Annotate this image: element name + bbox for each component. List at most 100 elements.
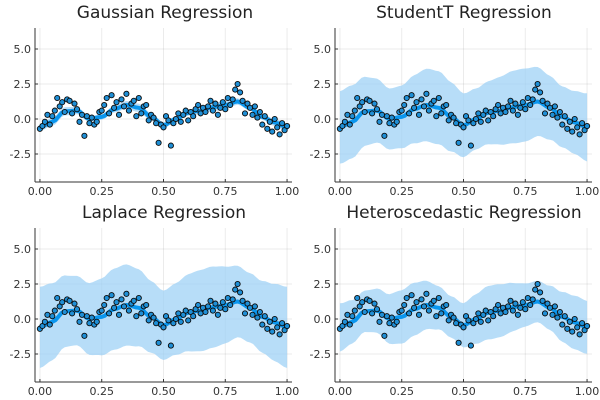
- data-point-heteroscedastic-52: [465, 317, 472, 324]
- data-point-heteroscedastic-78: [529, 296, 536, 303]
- y-tick-label-studentt-0: 5.0: [314, 43, 332, 56]
- data-point-laplace-46: [150, 314, 157, 321]
- data-point-heteroscedastic-87: [551, 303, 558, 310]
- data-point-studentt-77: [527, 101, 534, 109]
- data-point-heteroscedastic-95: [571, 315, 578, 323]
- data-point-heteroscedastic-9: [359, 299, 366, 306]
- data-point-studentt-35: [423, 90, 430, 97]
- data-point-studentt-18: [381, 132, 388, 139]
- data-point-heteroscedastic-80: [534, 280, 541, 288]
- y-tick-label-laplace-2: 0.0: [14, 313, 32, 326]
- data-point-heteroscedastic-53: [467, 342, 474, 349]
- data-point-gaussian-86: [249, 111, 256, 118]
- data-point-studentt-50: [460, 124, 467, 131]
- data-point-studentt-91: [561, 113, 568, 120]
- data-point-laplace-75: [222, 306, 229, 313]
- data-point-laplace-83: [241, 310, 249, 317]
- data-point-studentt-62: [490, 113, 497, 120]
- data-point-laplace-76: [224, 294, 231, 302]
- data-point-heteroscedastic-71: [512, 300, 519, 307]
- data-point-heteroscedastic-89: [556, 308, 563, 316]
- subplot-heteroscedastic: Heteroscedastic Regression 0.00 0.25 0.50 0…: [310, 203, 600, 398]
- data-point-gaussian-44: [145, 117, 152, 124]
- data-point-heteroscedastic-88: [554, 314, 561, 321]
- data-point-laplace-64: [195, 301, 202, 309]
- data-point-laplace-5: [49, 313, 56, 320]
- data-point-laplace-57: [177, 318, 184, 325]
- data-point-studentt-92: [564, 125, 571, 132]
- x-tick-label-heteroscedastic-0: 0.00: [328, 385, 353, 398]
- data-point-laplace-4: [46, 321, 53, 328]
- data-point-gaussian-25: [98, 107, 105, 114]
- data-point-studentt-88: [554, 114, 561, 121]
- data-point-heteroscedastic-17: [378, 311, 386, 318]
- data-point-studentt-21: [388, 114, 395, 121]
- x-tick-label-gaussian-0: 0.00: [28, 185, 53, 198]
- data-point-studentt-93: [566, 118, 573, 125]
- data-point-studentt-36: [425, 107, 432, 114]
- data-point-heteroscedastic-43: [443, 301, 450, 309]
- data-point-heteroscedastic-74: [519, 299, 526, 306]
- data-point-heteroscedastic-3: [344, 311, 351, 318]
- data-point-laplace-55: [172, 315, 179, 323]
- data-point-gaussian-29: [108, 92, 115, 99]
- data-point-heteroscedastic-38: [430, 297, 437, 304]
- title-studentt: StudentT Regression: [376, 3, 552, 23]
- data-point-gaussian-79: [232, 86, 239, 93]
- data-point-studentt-79: [532, 86, 539, 93]
- data-point-heteroscedastic-25: [398, 307, 405, 314]
- data-point-heteroscedastic-12: [366, 297, 373, 304]
- subplot-laplace: Laplace Regression 0.00 0.25 0.50 0.75 1.00 5…: [10, 203, 300, 398]
- data-point-heteroscedastic-6: [351, 307, 358, 314]
- data-point-laplace-26: [101, 301, 108, 309]
- data-point-heteroscedastic-82: [539, 297, 546, 304]
- data-point-laplace-79: [232, 286, 239, 293]
- data-point-gaussian-9: [59, 99, 66, 106]
- data-point-studentt-87: [551, 103, 558, 110]
- data-point-studentt-59: [482, 107, 489, 114]
- data-point-gaussian-60: [185, 117, 192, 124]
- data-point-laplace-70: [209, 307, 216, 314]
- data-point-gaussian-10: [61, 108, 68, 116]
- data-point-laplace-36: [125, 307, 132, 314]
- data-point-laplace-48: [155, 339, 162, 346]
- x-tick-label-gaussian-3: 0.75: [213, 185, 238, 198]
- data-point-gaussian-47: [153, 120, 160, 127]
- x-tick-label-heteroscedastic-2: 0.50: [451, 385, 476, 398]
- y-tick-label-laplace-0: 5.0: [14, 243, 32, 256]
- data-point-gaussian-96: [274, 124, 281, 131]
- data-point-gaussian-53: [167, 142, 174, 149]
- data-point-gaussian-38: [130, 97, 137, 104]
- data-point-gaussian-3: [44, 111, 51, 118]
- data-point-laplace-35: [123, 290, 130, 297]
- data-point-laplace-34: [120, 303, 128, 310]
- data-point-heteroscedastic-79: [532, 286, 539, 293]
- subplot-gaussian: Gaussian Regression 0.00 0.25 0.50 0.75 1.00…: [10, 3, 300, 198]
- y-tick-label-studentt-3: -2.5: [310, 148, 331, 161]
- data-point-heteroscedastic-64: [495, 301, 502, 309]
- data-point-laplace-96: [274, 324, 281, 331]
- data-point-studentt-78: [529, 96, 536, 103]
- data-point-gaussian-94: [269, 128, 276, 135]
- data-point-heteroscedastic-73: [517, 304, 524, 311]
- data-point-gaussian-20: [86, 120, 93, 127]
- data-point-laplace-44: [145, 317, 152, 324]
- data-point-heteroscedastic-76: [524, 294, 531, 302]
- data-point-studentt-25: [398, 107, 405, 114]
- data-point-laplace-13: [69, 310, 76, 317]
- data-point-studentt-83: [541, 110, 549, 117]
- data-point-heteroscedastic-19: [383, 313, 390, 320]
- x-tick-label-heteroscedastic-1: 0.25: [389, 385, 414, 398]
- data-point-heteroscedastic-36: [425, 307, 432, 314]
- data-point-gaussian-36: [125, 107, 132, 114]
- data-point-studentt-31: [413, 99, 420, 106]
- data-point-heteroscedastic-26: [401, 301, 408, 309]
- data-point-laplace-43: [143, 301, 150, 309]
- data-point-studentt-90: [559, 121, 566, 128]
- data-point-studentt-72: [514, 111, 521, 118]
- data-point-gaussian-41: [138, 110, 145, 117]
- data-point-laplace-23: [93, 318, 100, 325]
- data-point-heteroscedastic-23: [393, 318, 400, 325]
- data-point-studentt-41: [438, 110, 445, 117]
